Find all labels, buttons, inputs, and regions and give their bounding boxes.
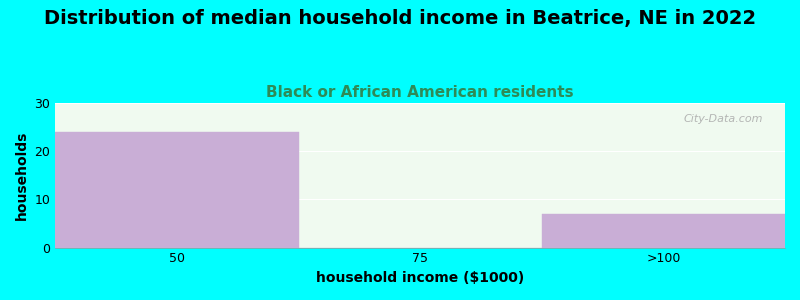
Bar	[55, 132, 298, 247]
Y-axis label: households: households	[15, 130, 29, 220]
Title: Black or African American residents: Black or African American residents	[266, 85, 574, 100]
X-axis label: household income ($1000): household income ($1000)	[316, 271, 524, 285]
Text: City-Data.com: City-Data.com	[684, 114, 763, 124]
Bar	[542, 214, 785, 248]
Text: Distribution of median household income in Beatrice, NE in 2022: Distribution of median household income …	[44, 9, 756, 28]
